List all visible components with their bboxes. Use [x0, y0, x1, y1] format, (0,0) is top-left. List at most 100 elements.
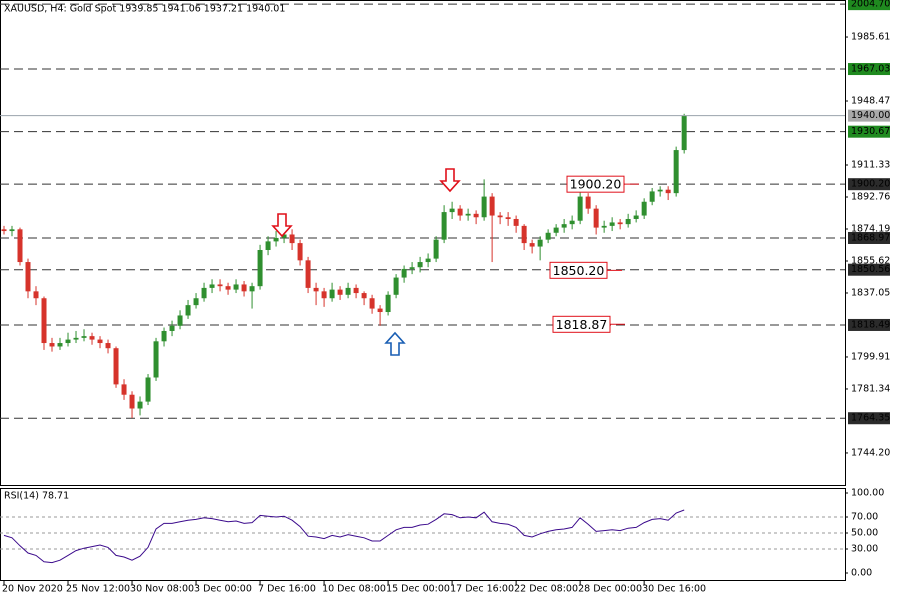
candle-body	[585, 196, 591, 209]
annotation-label: 1818.87	[556, 317, 608, 332]
y-tick-label: 1948.47	[851, 96, 890, 107]
level-label: 1818.49	[851, 319, 890, 330]
candle-body	[665, 189, 671, 194]
candle-body	[537, 239, 543, 247]
candle-body	[505, 217, 511, 219]
candle-body	[105, 343, 111, 349]
y-tick-label: 1744.20	[851, 447, 890, 458]
y-tick-label: 1781.34	[851, 383, 890, 394]
candle-body	[225, 286, 231, 290]
buy-arrow	[384, 331, 406, 356]
candle-body	[249, 286, 255, 292]
annotation-label: 1900.20	[570, 177, 622, 192]
x-tick-label: 15 Dec 00:00	[386, 584, 450, 595]
x-tick-label: 22 Dec 08:00	[514, 584, 578, 595]
candle-body	[393, 277, 399, 295]
y-tick-label: 100.00	[851, 488, 884, 499]
y-tick-label: 1799.91	[851, 351, 890, 362]
x-tick-label: 7 Dec 16:00	[258, 584, 316, 595]
candle-body	[369, 298, 375, 309]
candle-body	[409, 267, 415, 269]
level-label: 1764.35	[851, 413, 890, 424]
candle-body	[49, 343, 55, 347]
candle-body	[457, 208, 463, 216]
rsi-panel	[0, 488, 846, 581]
candle-body	[673, 150, 679, 194]
candle-body	[161, 330, 167, 342]
candle-body	[657, 189, 663, 192]
candle-body	[545, 232, 551, 240]
candle-body	[81, 336, 87, 338]
candle-body	[553, 227, 559, 233]
candle-body	[569, 220, 575, 225]
level-box	[848, 412, 890, 425]
candle-body	[321, 291, 327, 299]
level-box	[848, 231, 890, 244]
candle-body	[377, 308, 383, 313]
x-tick-label: 10 Dec 08:00	[322, 584, 386, 595]
candle-body	[401, 268, 407, 278]
candle-body	[169, 325, 175, 331]
candle-body	[177, 315, 183, 326]
candle-body	[561, 224, 567, 228]
candle-body	[681, 115, 687, 151]
x-tick-label: 30 Dec 16:00	[642, 584, 706, 595]
sell-arrow	[271, 213, 293, 238]
candle-body	[625, 218, 631, 225]
candle-body	[241, 284, 247, 292]
candle-body	[513, 218, 519, 226]
y-tick-label: 50.00	[851, 528, 878, 539]
candle-body	[489, 196, 495, 216]
level-box	[848, 125, 890, 138]
level-label: 2004.70	[851, 0, 890, 10]
y-tick-label: 70.00	[851, 512, 878, 523]
x-tick-label: 28 Dec 00:00	[578, 584, 642, 595]
y-tick-label: 1874.19	[851, 223, 890, 234]
current-price-box	[848, 109, 890, 122]
x-tick-label: 17 Dec 16:00	[450, 584, 514, 595]
level-label: 1967.03	[851, 64, 890, 75]
candle-body	[233, 284, 239, 290]
candle-body	[305, 260, 311, 288]
chart-title: XAUUSD, H4: Gold Spot 1939.85 1941.06 19…	[4, 4, 285, 15]
candle-body	[201, 287, 207, 299]
candle-body	[153, 341, 159, 378]
candle-body	[641, 201, 647, 216]
candle-body	[65, 339, 71, 344]
x-tick-label: 20 Nov 2020	[2, 584, 63, 595]
candle-body	[617, 222, 623, 225]
candle-body	[433, 239, 439, 259]
candle-body	[9, 229, 15, 232]
candle-body	[97, 339, 103, 344]
level-label: 1930.67	[851, 126, 890, 137]
candle-body	[449, 208, 455, 213]
rsi-title: RSI(14) 78.71	[4, 491, 69, 502]
candle-body	[497, 215, 503, 218]
candle-body	[273, 237, 279, 242]
candle-body	[481, 196, 487, 218]
main-panel	[0, 0, 846, 486]
candle-body	[441, 212, 447, 240]
candle-body	[41, 298, 47, 344]
candle-body	[465, 213, 471, 216]
x-tick-label: 30 Nov 08:00	[130, 584, 194, 595]
y-tick-label: 1911.33	[851, 160, 890, 171]
candle-body	[89, 336, 95, 340]
y-tick-label: 0.00	[851, 568, 872, 579]
candle-body	[633, 215, 639, 219]
candle-body	[281, 234, 287, 238]
candle-body	[137, 401, 143, 409]
y-tick-label: 1985.61	[851, 32, 890, 43]
candle-body	[185, 305, 191, 316]
candle-body	[73, 337, 79, 340]
level-label: 1850.56	[851, 264, 890, 275]
rsi-line	[3, 509, 685, 564]
candle-body	[113, 348, 119, 385]
level-label: 1900.20	[851, 179, 890, 190]
y-tick-label: 1892.76	[851, 191, 890, 202]
candle-body	[361, 293, 367, 299]
candle-body	[593, 208, 599, 228]
candle-body	[385, 294, 391, 313]
annotation-box	[549, 261, 608, 279]
